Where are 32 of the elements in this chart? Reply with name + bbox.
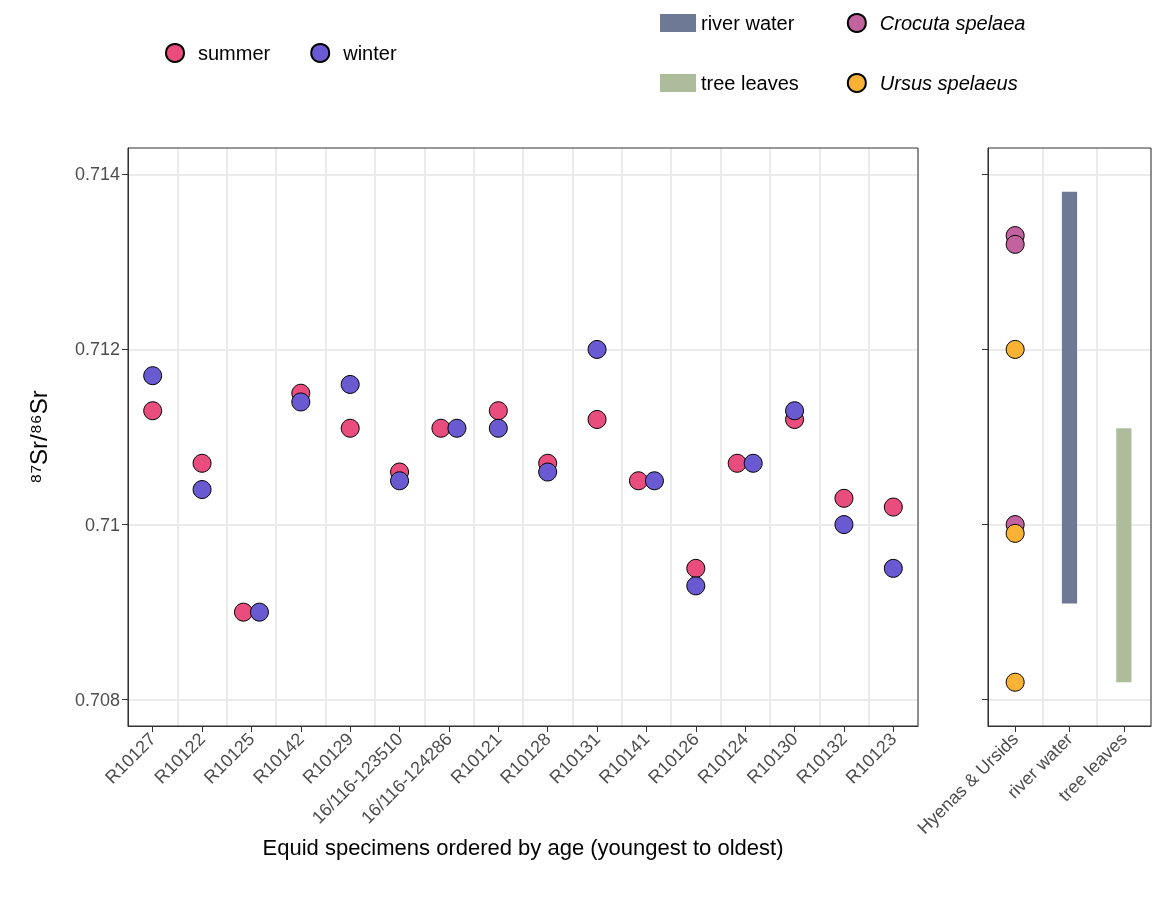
point: [340, 418, 360, 438]
point: [488, 401, 508, 421]
legend-label: river water: [701, 12, 795, 34]
point: [587, 339, 607, 359]
legend-label: Crocuta spelaea: [879, 12, 1026, 34]
point: [834, 515, 854, 535]
point: [291, 392, 311, 412]
legend-label: tree leaves: [701, 72, 799, 94]
y-tick-label: 0.71: [84, 514, 120, 535]
point: [587, 409, 607, 429]
x-axis-title: Equid specimens ordered by age (youngest to oldest): [262, 834, 784, 860]
point: [143, 366, 163, 386]
y-axis-title: ⁸⁷Sr/⁸⁶Sr: [24, 390, 52, 484]
point: [538, 462, 558, 482]
y-tick-label: 0.708: [74, 689, 120, 710]
point: [883, 497, 903, 517]
y-tick-label: 0.712: [74, 339, 120, 360]
legend-label: winter: [342, 42, 397, 64]
point: [390, 471, 410, 491]
point: [488, 418, 508, 438]
point: [192, 480, 212, 500]
point: [143, 401, 163, 421]
y-tick-label: 0.714: [74, 164, 120, 185]
point: [192, 453, 212, 473]
legend-label: Ursus spelaeus: [879, 72, 1018, 94]
point: [883, 558, 903, 578]
point: [340, 374, 360, 394]
point: [834, 488, 854, 508]
point: [785, 401, 805, 421]
legend-label: summer: [198, 42, 271, 64]
point: [686, 576, 706, 596]
point: [686, 558, 706, 578]
